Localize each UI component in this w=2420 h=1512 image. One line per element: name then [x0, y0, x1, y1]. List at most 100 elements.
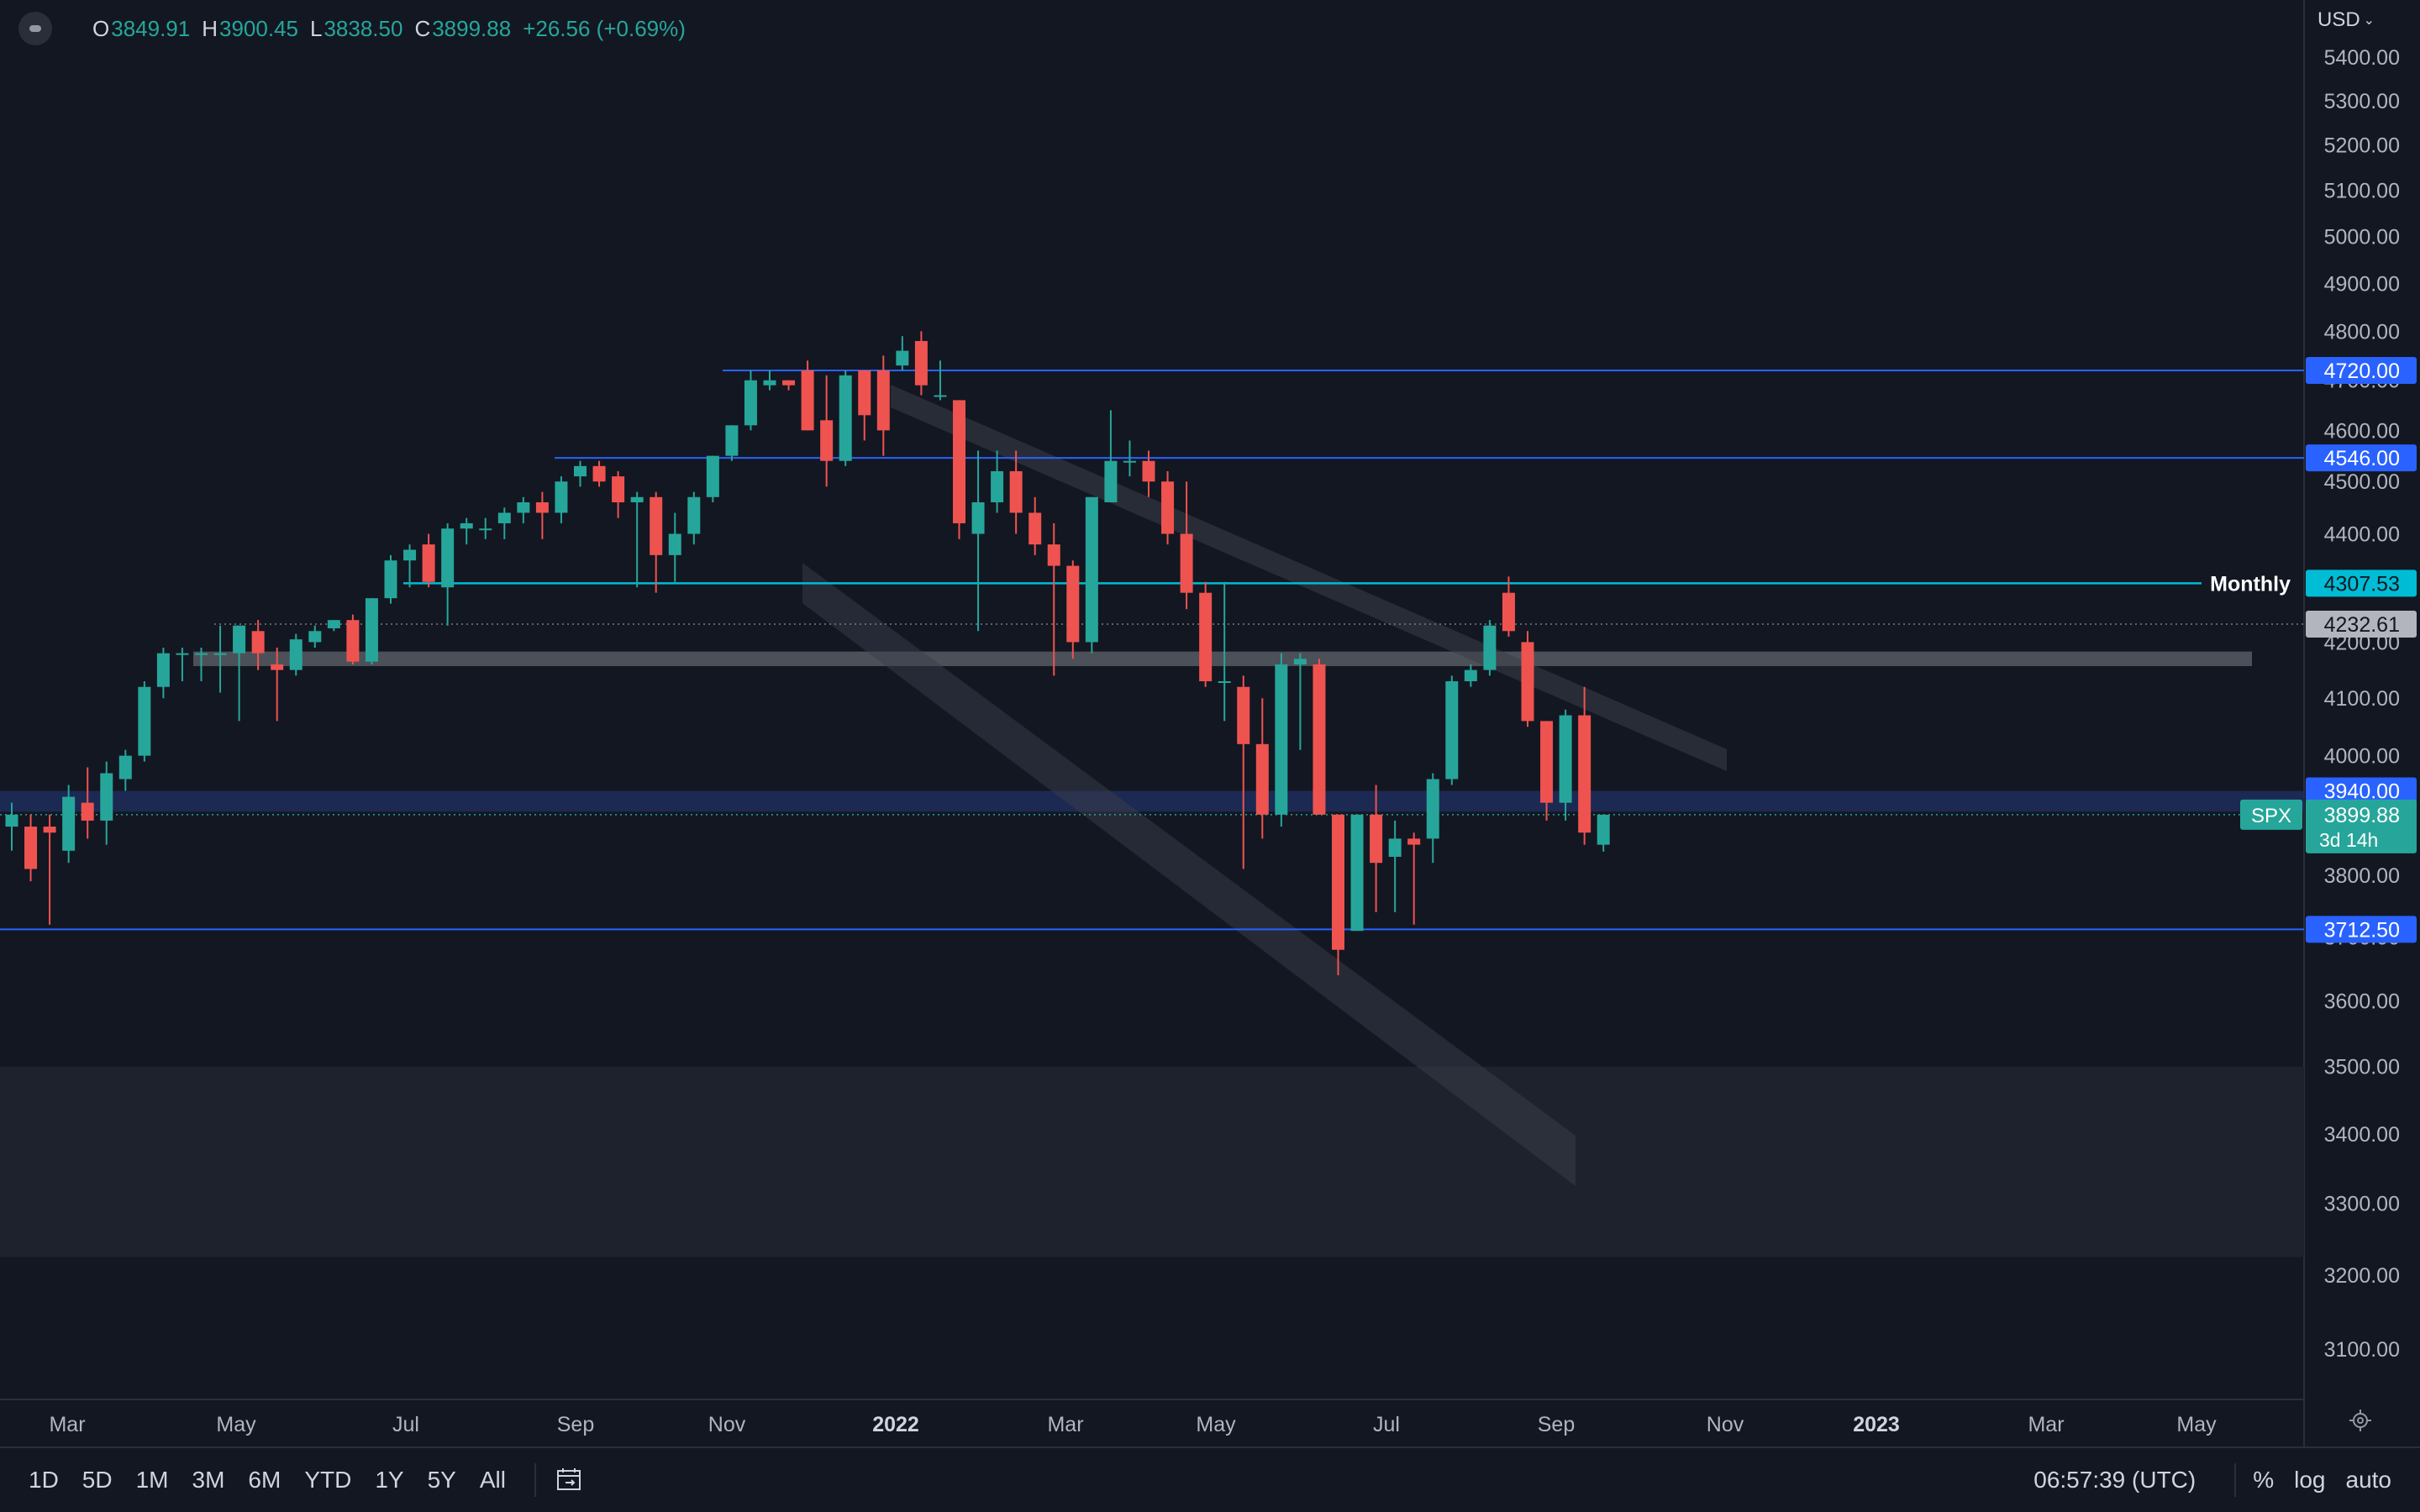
- price-tick-label: 3500.00: [2324, 1056, 2400, 1079]
- candle-body: [763, 380, 776, 386]
- candle-down: [1255, 698, 1269, 839]
- minus-icon: [29, 25, 41, 32]
- candle-body: [1483, 625, 1497, 670]
- candle-body: [100, 773, 113, 821]
- date-range-icon[interactable]: [553, 1463, 587, 1497]
- candle-down: [650, 491, 663, 593]
- last-price-badge-bg: [2306, 799, 2417, 853]
- currency-selector[interactable]: USD ⌄: [2317, 8, 2375, 32]
- candle-body: [801, 370, 814, 431]
- time-tick-label: 2022: [872, 1413, 919, 1436]
- upper-channel-band: [891, 385, 1727, 771]
- tf-3m[interactable]: 3M: [192, 1467, 225, 1493]
- tf-ytd[interactable]: YTD: [304, 1467, 352, 1493]
- candle-body: [1161, 481, 1175, 534]
- tf-all[interactable]: All: [479, 1467, 506, 1493]
- candle-up: [100, 761, 113, 845]
- candle-up: [1293, 653, 1307, 750]
- price-badge: 4232.61: [2306, 611, 2417, 638]
- candle-up: [403, 544, 417, 588]
- candle-up: [384, 554, 397, 604]
- candle-body: [953, 400, 965, 523]
- price-tick-label: 3600.00: [2324, 990, 2400, 1014]
- candle-down: [1047, 522, 1060, 676]
- candle-up: [687, 491, 701, 545]
- candle-up: [668, 512, 681, 582]
- price-tick-label: 4600.00: [2324, 419, 2400, 443]
- candle-up: [1464, 664, 1477, 687]
- candle-down: [1370, 785, 1383, 912]
- price-tick-label: 5400.00: [2324, 46, 2400, 70]
- candle-body: [934, 395, 947, 397]
- candle-down: [1028, 496, 1042, 555]
- time-tick-label: May: [1196, 1413, 1236, 1436]
- candle-body: [1521, 642, 1534, 722]
- tf-5d[interactable]: 5D: [82, 1467, 113, 1493]
- time-axis[interactable]: Mar May Jul Sep Nov 2022 Mar May Jul Sep Nov 2023 Ma…: [49, 1413, 2217, 1436]
- candle-body: [213, 653, 227, 655]
- candle-down: [1578, 686, 1591, 845]
- candle-body: [650, 496, 663, 555]
- candle-body: [1502, 592, 1515, 632]
- candle-body: [497, 512, 511, 523]
- candle-body: [1085, 496, 1098, 643]
- candle-body: [725, 425, 739, 456]
- percent-toggle[interactable]: %: [2253, 1467, 2275, 1493]
- candle-up: [1123, 440, 1136, 477]
- tf-5y[interactable]: 5Y: [427, 1467, 456, 1493]
- candle-body: [1578, 715, 1591, 833]
- candle-down: [1142, 450, 1155, 497]
- auto-toggle[interactable]: auto: [2345, 1467, 2392, 1493]
- candle-down: [858, 370, 871, 441]
- candle-up: [1445, 675, 1459, 785]
- time-tick-label: Mar: [2028, 1413, 2064, 1436]
- candle-body: [289, 639, 302, 670]
- tf-1d[interactable]: 1D: [29, 1467, 59, 1493]
- candle-up: [327, 620, 340, 632]
- time-tick-label: Mar: [1047, 1413, 1083, 1436]
- lower-channel-band: [802, 563, 1576, 1186]
- candle-down: [592, 460, 606, 487]
- candle-body: [271, 664, 284, 670]
- candles: [5, 331, 1610, 975]
- candle-body: [195, 653, 208, 655]
- tf-6m[interactable]: 6M: [248, 1467, 281, 1493]
- candle-body: [251, 631, 265, 654]
- candle-up: [441, 522, 455, 626]
- collapse-legend-button[interactable]: [18, 12, 52, 45]
- candle-up: [62, 785, 76, 864]
- settings-gear-icon[interactable]: [2348, 1408, 2373, 1433]
- chevron-down-icon: ⌄: [2363, 13, 2375, 28]
- candle-body: [535, 501, 549, 513]
- candle-body: [1445, 681, 1459, 780]
- candle-body: [1028, 512, 1042, 545]
- candle-body: [914, 340, 928, 386]
- tf-1y[interactable]: 1Y: [375, 1467, 404, 1493]
- candle-body: [1597, 814, 1610, 845]
- toolbar-right: 06:57:39 (UTC) % log auto: [2033, 1463, 2402, 1497]
- low-value: 3838.50: [324, 15, 403, 41]
- price-badge-bg: [2306, 611, 2417, 638]
- time-tick-label: May: [216, 1413, 256, 1436]
- price-chart[interactable]: Monthly 5400.00 5300.00 5200.00 5100.00 5000…: [0, 0, 2420, 1446]
- candle-up: [896, 336, 909, 370]
- price-badge: 3712.50: [2306, 916, 2417, 943]
- tf-1m[interactable]: 1M: [135, 1467, 169, 1493]
- utc-clock[interactable]: 06:57:39 (UTC): [2033, 1467, 2196, 1493]
- candle-up: [1085, 496, 1098, 654]
- price-tick-label: 3200.00: [2324, 1264, 2400, 1288]
- candle-body: [1540, 721, 1554, 803]
- candle-body: [441, 528, 455, 588]
- candle-body: [1370, 814, 1383, 864]
- candle-down: [1161, 470, 1175, 545]
- candle-body: [1559, 715, 1572, 803]
- candle-body: [118, 755, 132, 780]
- last-price-label: 3899.88: [2324, 804, 2400, 827]
- price-axis[interactable]: 5400.00 5300.00 5200.00 5100.00 5000.00 4900.…: [2240, 46, 2417, 1362]
- log-toggle[interactable]: log: [2294, 1467, 2326, 1493]
- symbol-tag[interactable]: SPX: [2251, 805, 2291, 827]
- candle-body: [1009, 470, 1023, 513]
- candle-up: [1275, 653, 1288, 827]
- candle-up: [763, 370, 776, 391]
- candle-body: [630, 496, 644, 502]
